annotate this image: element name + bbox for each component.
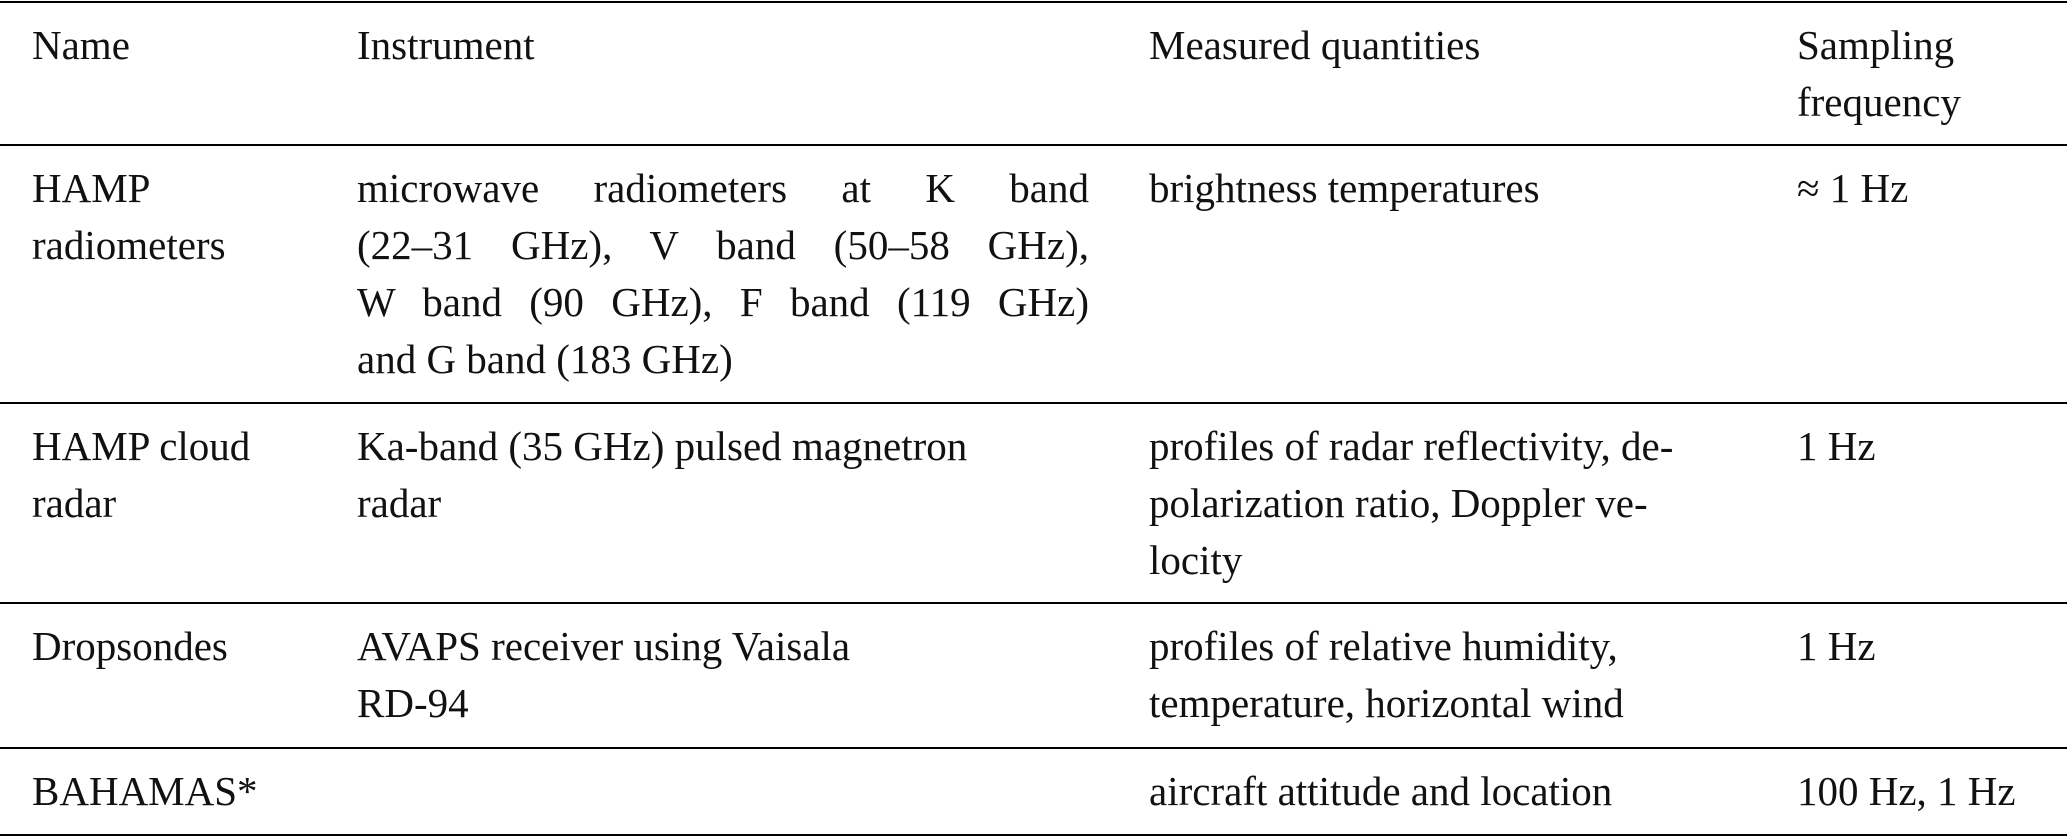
text-line: Dropsondes <box>32 623 228 669</box>
cell-text: HAMP cloud radar <box>32 418 332 532</box>
text-line: Measured quantities <box>1149 22 1481 68</box>
cell-text: Instrument <box>357 17 1089 74</box>
table-cell: 100 Hz, 1 Hz <box>1797 748 2067 835</box>
text-line: AVAPS receiver using Vaisala <box>357 623 851 669</box>
table-row: HAMP radiometers microwave radiometers at … <box>0 145 2067 403</box>
cell-text: 1 Hz <box>1797 618 2057 675</box>
cell-text: brightness temperatures <box>1149 160 1749 217</box>
text-line: (22–31 GHz), V band (50–58 GHz), <box>357 222 1089 268</box>
text-line: brightness temperatures <box>1149 165 1540 211</box>
table-cell: Sampling frequency <box>1797 2 2067 145</box>
cell-text: 1 Hz <box>1797 418 2057 475</box>
cell-text: Name <box>32 17 332 74</box>
text-line: aircraft attitude and location <box>1149 768 1613 814</box>
text-line: BAHAMAS* <box>32 768 258 814</box>
header-row: Name Instrument Measured quantities Samplin… <box>0 2 2067 145</box>
text-line: HAMP cloud <box>32 423 251 469</box>
table-row: BAHAMAS* aircraft attitude and location 10… <box>0 748 2067 835</box>
cell-text: profiles of relative humidity, temperatur… <box>1149 618 1749 732</box>
text-line: radiometers <box>32 222 226 268</box>
table-cell: Measured quantities <box>1149 2 1797 145</box>
table-row: Dropsondes AVAPS receiver using Vaisala RD… <box>0 603 2067 748</box>
text-line: radar <box>357 480 442 526</box>
text-line: W band (90 GHz), F band (119 GHz) <box>357 279 1089 325</box>
cell-text: profiles of radar reflectivity, de-polar… <box>1149 418 1749 589</box>
table-cell: Ka-band (35 GHz) pulsed magnetron radar <box>357 403 1149 603</box>
cell-text: Measured quantities <box>1149 17 1749 74</box>
table-cell: Name <box>0 2 357 145</box>
cell-text: Ka-band (35 GHz) pulsed magnetron radar <box>357 418 1089 532</box>
table-cell: HAMP radiometers <box>0 145 357 403</box>
cell-text: aircraft attitude and location <box>1149 763 1749 820</box>
table-cell: brightness temperatures <box>1149 145 1797 403</box>
text-line: radar <box>32 480 117 526</box>
text-line: RD-94 <box>357 680 469 726</box>
text-line: 1 Hz <box>1797 423 1876 469</box>
table-cell <box>357 748 1149 835</box>
text-line: HAMP <box>32 165 151 211</box>
table-row: HAMP cloud radar Ka-band (35 GHz) pulsed m… <box>0 403 2067 603</box>
text-line: ≈ 1 Hz <box>1797 165 1909 211</box>
cell-text: Dropsondes <box>32 618 332 675</box>
table-cell: profiles of radar reflectivity, de-polar… <box>1149 403 1797 603</box>
table-cell: 1 Hz <box>1797 603 2067 748</box>
text-line: microwave radiometers at K band <box>357 165 1089 211</box>
text-line: polarization ratio, Doppler ve- <box>1149 480 1648 526</box>
table-cell: Dropsondes <box>0 603 357 748</box>
table-cell: microwave radiometers at K band (22–31 GH… <box>357 145 1149 403</box>
text-line: Name <box>32 22 130 68</box>
table-cell: aircraft attitude and location <box>1149 748 1797 835</box>
table-cell: profiles of relative humidity, temperatur… <box>1149 603 1797 748</box>
text-line: locity <box>1149 537 1243 583</box>
text-line: Instrument <box>357 22 535 68</box>
text-line: Sampling <box>1797 22 1955 68</box>
cell-text: Sampling frequency <box>1797 17 2057 131</box>
cell-text: microwave radiometers at K band (22–31 GH… <box>357 160 1089 388</box>
cell-text: ≈ 1 Hz <box>1797 160 2057 217</box>
text-line: frequency <box>1797 79 1961 125</box>
table-cell: ≈ 1 Hz <box>1797 145 2067 403</box>
table-cell: BAHAMAS* <box>0 748 357 835</box>
text-line: 1 Hz <box>1797 623 1876 669</box>
text-line: temperature, horizontal wind <box>1149 680 1624 726</box>
text-line: and G band (183 GHz) <box>357 336 733 382</box>
table-cell: AVAPS receiver using Vaisala RD-94 <box>357 603 1149 748</box>
table-cell: 1 Hz <box>1797 403 2067 603</box>
text-line: profiles of relative humidity, <box>1149 623 1618 669</box>
text-line: 100 Hz, 1 Hz <box>1797 768 2016 814</box>
cell-text: HAMP radiometers <box>32 160 332 274</box>
text-line: Ka-band (35 GHz) pulsed magnetron <box>357 423 968 469</box>
table-cell: HAMP cloud radar <box>0 403 357 603</box>
cell-text: 100 Hz, 1 Hz <box>1797 763 2057 820</box>
text-line: profiles of radar reflectivity, de- <box>1149 423 1674 469</box>
cell-text: BAHAMAS* <box>32 763 332 820</box>
cell-text: AVAPS receiver using Vaisala RD-94 <box>357 618 1089 732</box>
table-cell: Instrument <box>357 2 1149 145</box>
